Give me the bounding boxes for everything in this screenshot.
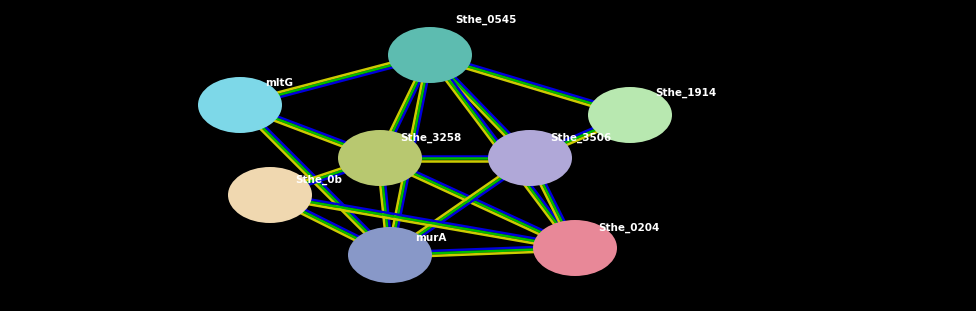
Text: mltG: mltG xyxy=(265,78,293,88)
Ellipse shape xyxy=(348,227,432,283)
Ellipse shape xyxy=(488,130,572,186)
Text: Sthe_3506: Sthe_3506 xyxy=(550,133,611,143)
Text: Sthe_3258: Sthe_3258 xyxy=(400,133,462,143)
Text: Sthe_0545: Sthe_0545 xyxy=(455,15,516,25)
Ellipse shape xyxy=(588,87,672,143)
Ellipse shape xyxy=(533,220,617,276)
Ellipse shape xyxy=(198,77,282,133)
Ellipse shape xyxy=(388,27,472,83)
Text: Sthe_0204: Sthe_0204 xyxy=(598,223,660,233)
Text: murA: murA xyxy=(415,233,446,243)
Ellipse shape xyxy=(338,130,422,186)
Ellipse shape xyxy=(228,167,312,223)
Text: Sthe_0b: Sthe_0b xyxy=(295,175,342,185)
Text: Sthe_1914: Sthe_1914 xyxy=(655,88,716,98)
